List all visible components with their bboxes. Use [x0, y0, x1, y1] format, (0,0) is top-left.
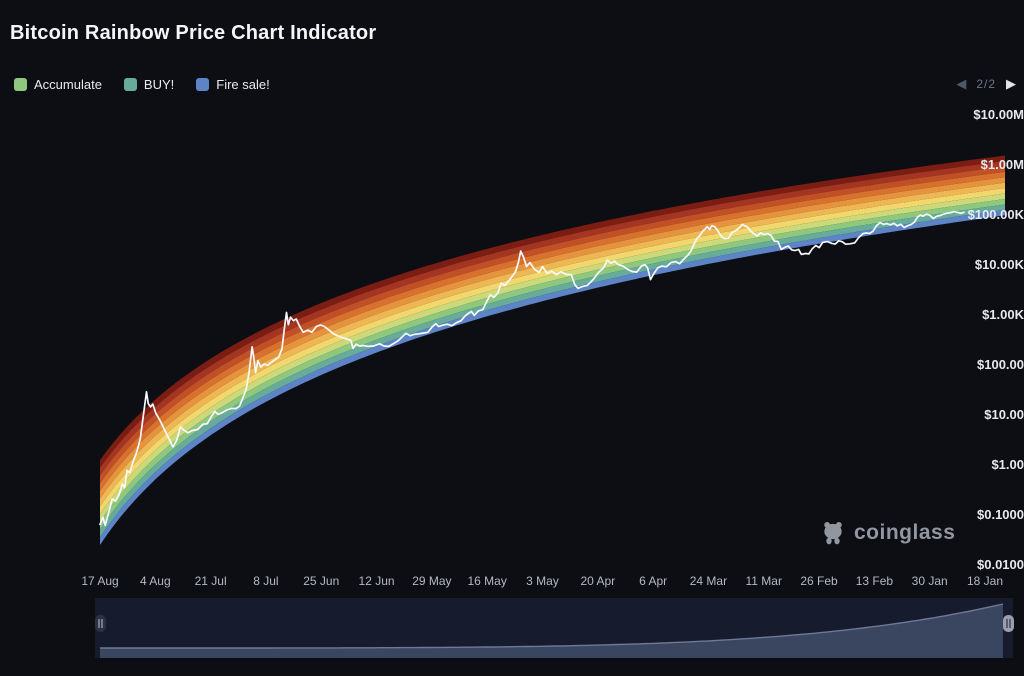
legend-item-label: Fire sale! [216, 77, 270, 92]
x-axis-label: 12 Jun [358, 574, 395, 588]
btc-price-line [99, 210, 965, 527]
legend-swatch-icon [196, 78, 210, 91]
y-axis-label: $1.00K [982, 307, 1024, 322]
legend-item-accumulate[interactable]: Accumulate [14, 77, 102, 92]
x-axis-label: 3 May [526, 574, 559, 588]
x-axis-label: 13 Feb [855, 574, 894, 588]
y-axis-label: $1.00M [980, 157, 1024, 172]
legend: Accumulate BUY! Fire sale! [14, 77, 270, 92]
page-indicator: 2/2 [976, 77, 996, 91]
watermark-label: coinglass [854, 521, 956, 544]
legend-swatch-icon [14, 78, 27, 91]
legend-swatch-icon [123, 78, 137, 91]
x-axis-label: 6 Apr [639, 574, 668, 588]
legend-pagination: ◀ 2/2 ▶ [956, 76, 1016, 92]
y-axis-label: $100.00K [967, 207, 1024, 222]
x-axis-label: 26 Feb [800, 574, 838, 588]
x-axis-label: 30 Jan [911, 574, 948, 588]
navigator-area[interactable] [100, 604, 1003, 658]
legend-item-buy[interactable]: BUY! [123, 77, 175, 92]
x-axis-label: 25 Jun [303, 574, 340, 588]
x-axis-label: 24 Mar [689, 574, 728, 588]
x-axis-label: 8 Jul [253, 574, 279, 588]
x-axis-label: 21 Jul [194, 574, 227, 588]
x-axis-label: 18 Jan [966, 574, 1004, 588]
x-axis-label: 20 Apr [580, 574, 616, 588]
navigator-right-handle[interactable] [1003, 615, 1014, 632]
x-axis-label: 16 May [467, 574, 507, 588]
legend-item-label: BUY! [143, 77, 175, 92]
y-axis-label: $0.1000 [977, 507, 1024, 522]
next-page-arrow-icon[interactable]: ▶ [1006, 76, 1016, 91]
x-axis-label: 17 Aug [81, 574, 119, 588]
navigator-area-line [100, 603, 1004, 649]
prev-page-arrow-icon[interactable]: ◀ [956, 76, 967, 91]
legend-item-fire-sale[interactable]: Fire sale! [196, 77, 270, 92]
x-axis-label: 11 Mar [745, 574, 782, 588]
y-axis-label: $10.00 [984, 407, 1024, 422]
x-axis-label: 29 May [412, 574, 452, 588]
y-axis-label: $10.00K [974, 257, 1024, 272]
y-axis-label: $0.0100 [977, 557, 1024, 572]
navigator-left-handle[interactable] [95, 615, 106, 632]
coinglass-bear-icon [824, 522, 842, 545]
y-axis-label: $1.00 [991, 457, 1024, 472]
coinglass-watermark: coinglass [820, 520, 955, 546]
navigator-scrollbar[interactable] [95, 598, 1014, 658]
y-axis-label: $10.00M [973, 107, 1024, 122]
y-axis-label: $100.00 [977, 357, 1024, 372]
page-title: Bitcoin Rainbow Price Chart Indicator [10, 22, 377, 44]
legend-item-label: Accumulate [34, 77, 102, 92]
x-axis-label: 4 Aug [139, 574, 171, 588]
